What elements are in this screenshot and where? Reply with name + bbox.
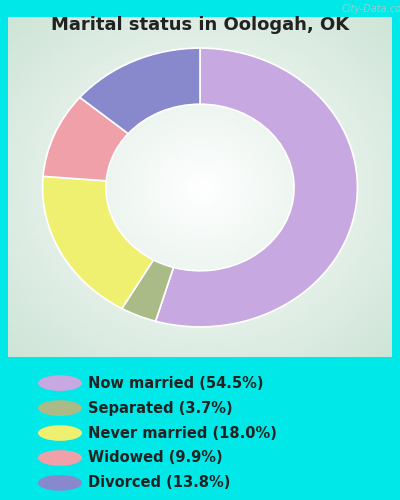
Wedge shape [80,48,200,134]
Text: Now married (54.5%): Now married (54.5%) [88,376,264,390]
Text: Divorced (13.8%): Divorced (13.8%) [88,476,230,490]
Circle shape [38,376,82,391]
Text: Never married (18.0%): Never married (18.0%) [88,426,277,440]
Wedge shape [122,260,174,321]
Circle shape [38,425,82,441]
Text: Separated (3.7%): Separated (3.7%) [88,400,233,415]
Text: Marital status in Oologah, OK: Marital status in Oologah, OK [51,16,349,34]
Circle shape [38,475,82,490]
Circle shape [38,450,82,466]
Circle shape [38,400,82,416]
Text: City-Data.com: City-Data.com [342,4,400,14]
Text: Widowed (9.9%): Widowed (9.9%) [88,450,223,466]
Wedge shape [43,98,128,181]
Wedge shape [156,48,358,327]
Wedge shape [42,176,153,308]
